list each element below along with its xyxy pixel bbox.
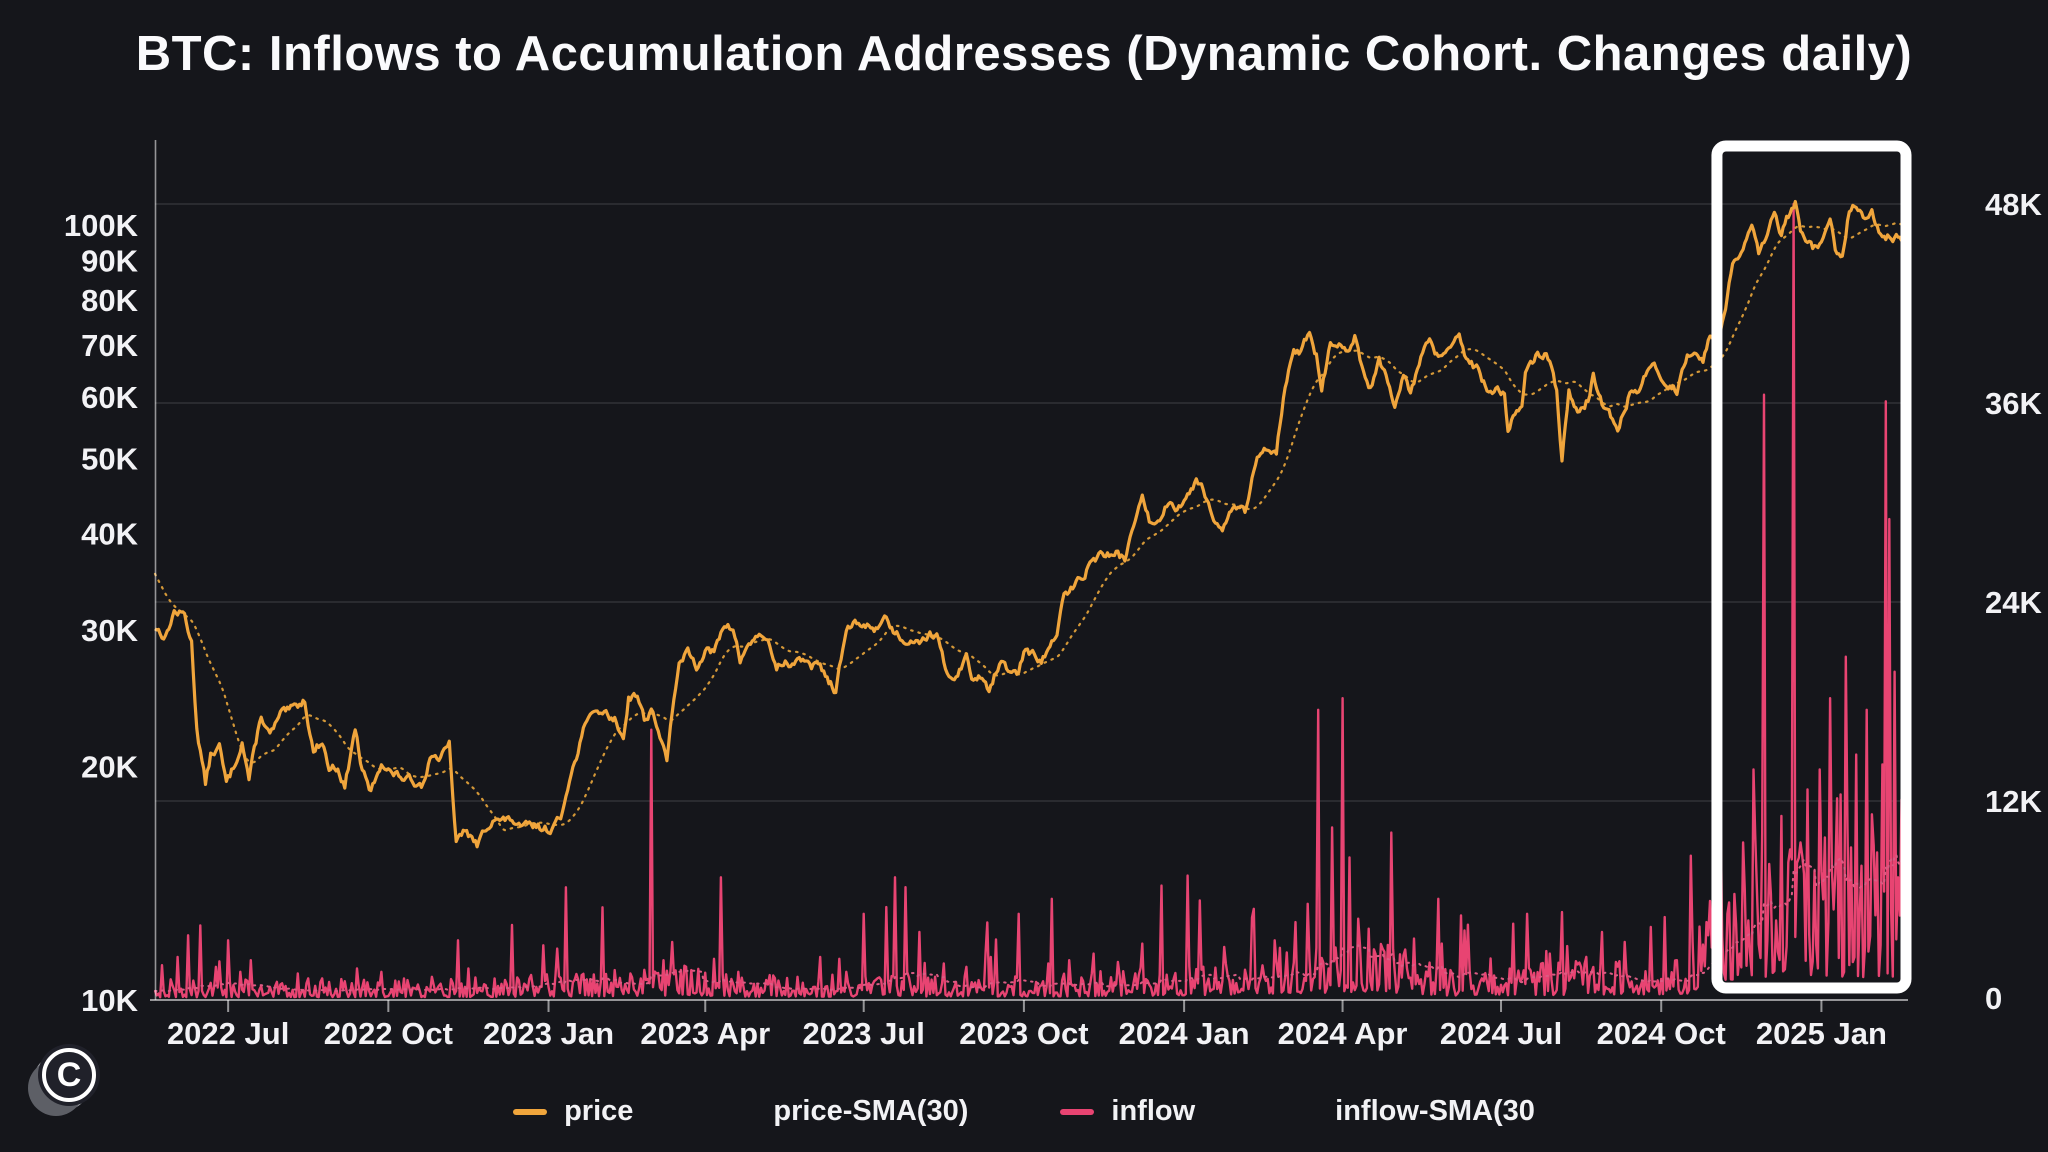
x-axis-tick-label: 2022 Jul	[167, 1016, 289, 1051]
left-axis-tick-label: 30K	[81, 613, 138, 648]
solid-line-swatch	[1060, 1108, 1095, 1115]
axes	[150, 140, 1908, 1012]
highlight-box	[1711, 140, 1912, 994]
legend-label: inflow-SMA(30	[1335, 1095, 1535, 1127]
x-axis-tick-label: 2023 Jul	[803, 1016, 925, 1051]
right-axis-tick-label: 48K	[1985, 187, 2042, 222]
x-axis-tick-label: 2024 Jan	[1119, 1016, 1250, 1051]
coin-ring	[42, 1048, 96, 1102]
legend-item-price: price	[513, 1095, 633, 1128]
price-sma-line	[153, 222, 1907, 832]
legend-item-inflow-sma-30: inflow-SMA(30	[1287, 1095, 1535, 1128]
x-axis-tick-label: 2023 Apr	[640, 1016, 770, 1051]
price-line	[154, 199, 1907, 849]
dotted-line-swatch	[1287, 1109, 1318, 1114]
gridlines	[155, 203, 1908, 802]
legend-label: price-SMA(30)	[773, 1095, 969, 1127]
left-axis-tick-label: 50K	[81, 441, 138, 476]
right-axis-tick-label: 0	[1985, 981, 2002, 1016]
x-axis-tick-label: 2024 Apr	[1278, 1016, 1408, 1051]
inflow-line	[153, 202, 1907, 999]
cryptoquant-coin-logo: C	[24, 1044, 104, 1124]
left-axis-tick-label: 100K	[64, 208, 139, 243]
x-axis-tick-label: 2023 Oct	[959, 1016, 1088, 1051]
right-axis-tick-label: 36K	[1985, 386, 2042, 421]
left-axis-tick-label: 20K	[81, 750, 138, 785]
left-axis-tick-label: 60K	[81, 380, 138, 415]
left-axis-tick-label: 80K	[81, 283, 138, 318]
x-axis-tick-label: 2024 Oct	[1597, 1016, 1726, 1051]
dotted-line-swatch	[725, 1109, 756, 1114]
solid-line-swatch	[513, 1108, 548, 1115]
legend-item-inflow: inflow	[1060, 1095, 1195, 1128]
inflow-sma-line	[154, 853, 1906, 993]
x-axis-tick-label: 2025 Jan	[1756, 1016, 1887, 1051]
left-axis-tick-label: 90K	[81, 243, 138, 278]
legend-item-price-sma-30-: price-SMA(30)	[725, 1095, 968, 1128]
right-axis-tick-label: 24K	[1985, 585, 2042, 620]
x-axis-tick-label: 2022 Oct	[324, 1016, 453, 1051]
x-axis-tick-label: 2023 Jan	[483, 1016, 614, 1051]
right-axis-tick-label: 12K	[1985, 784, 2042, 819]
chart-title: BTC: Inflows to Accumulation Addresses (…	[135, 27, 1913, 81]
legend-label: inflow	[1111, 1095, 1196, 1127]
chart-legend: price price-SMA(30) inflow inflow-SMA(30	[0, 1095, 2048, 1128]
left-axis-tick-label: 40K	[81, 516, 138, 551]
x-axis-tick-label: 2024 Jul	[1440, 1016, 1562, 1051]
legend-label: price	[564, 1095, 634, 1127]
left-axis-tick-label: 10K	[81, 983, 138, 1018]
coin-letter: C	[56, 1055, 82, 1094]
left-axis-tick-label: 70K	[81, 328, 138, 363]
coin-face: C	[38, 1044, 100, 1106]
